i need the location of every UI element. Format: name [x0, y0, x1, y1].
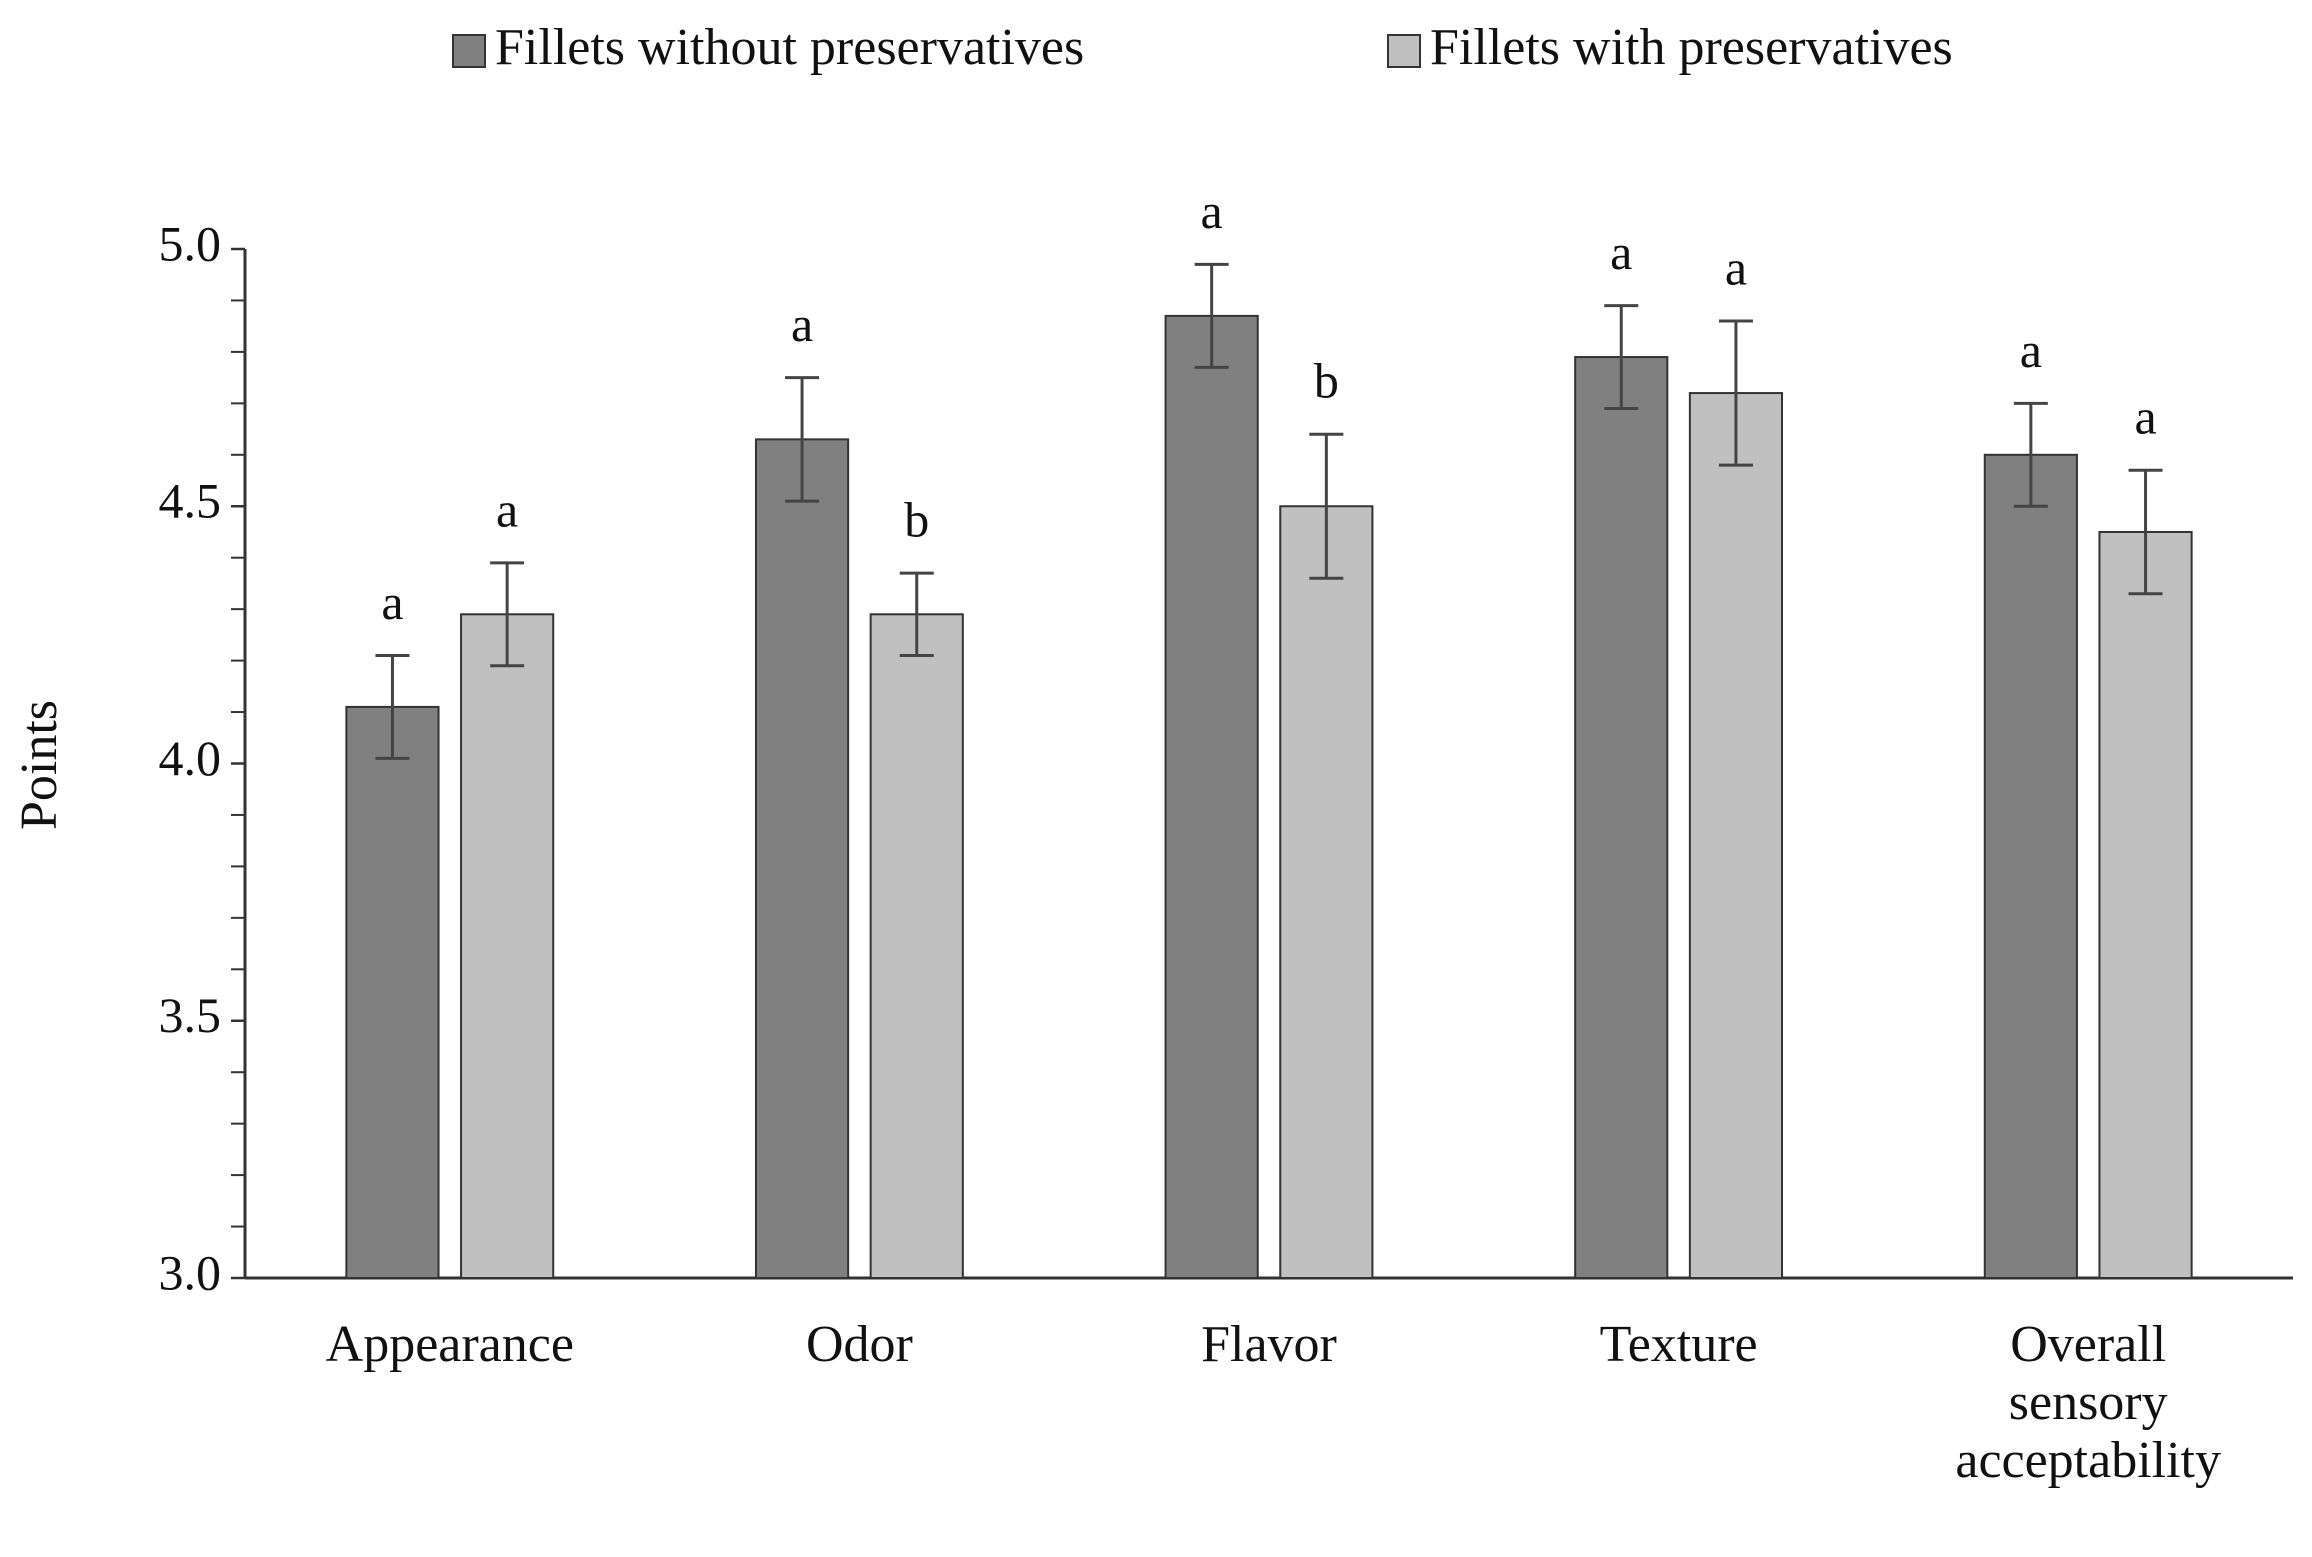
bar	[1164, 314, 1259, 1279]
x-tick-label-box: Odor	[805, 1316, 913, 1373]
x-tick-label: Texture	[1599, 1316, 1758, 1373]
significance-letter: a	[1610, 224, 1632, 280]
significance-letter: a	[496, 481, 518, 537]
x-tick-label-box: Overall sensory acceptability	[1955, 1316, 2221, 1490]
bar	[1688, 392, 1784, 1279]
y-axis-title: Points	[11, 700, 68, 830]
x-tick-label-box: Texture	[1599, 1316, 1758, 1373]
legend-label: Fillets with preservatives	[1430, 19, 1953, 76]
significance-letter: a	[1201, 183, 1223, 239]
y-tick-label: 4.0	[159, 730, 222, 786]
legend-swatch	[452, 34, 486, 68]
y-tick-label: 4.5	[159, 473, 222, 529]
significance-letter: a	[2020, 322, 2042, 378]
bar	[345, 705, 440, 1279]
bar	[2098, 530, 2193, 1279]
significance-letter: b	[904, 492, 929, 548]
x-tick-label-box: Flavor	[1201, 1316, 1337, 1373]
x-tick-label: Overall sensory acceptability	[1955, 1316, 2221, 1490]
significance-letter: b	[1314, 353, 1339, 409]
bar	[460, 613, 555, 1279]
significance-letter: a	[2134, 389, 2156, 445]
significance-letter: a	[381, 574, 403, 630]
legend-label: Fillets without preservatives	[495, 19, 1084, 76]
bar	[869, 613, 964, 1279]
legend-swatch	[1387, 34, 1421, 68]
significance-letter: a	[1725, 239, 1747, 295]
significance-letter: a	[791, 296, 813, 352]
x-tick-label: Flavor	[1201, 1316, 1337, 1373]
x-tick-label: Odor	[805, 1316, 913, 1373]
bar	[1983, 453, 2078, 1279]
y-tick-label: 3.5	[159, 987, 222, 1043]
bar	[1279, 505, 1374, 1279]
bar	[754, 438, 850, 1279]
x-tick-label-box: Appearance	[325, 1316, 574, 1373]
x-tick-label: Appearance	[325, 1316, 574, 1373]
bar	[1574, 356, 1669, 1280]
y-tick-label: 3.0	[159, 1244, 222, 1300]
y-tick-label: 5.0	[159, 215, 222, 271]
